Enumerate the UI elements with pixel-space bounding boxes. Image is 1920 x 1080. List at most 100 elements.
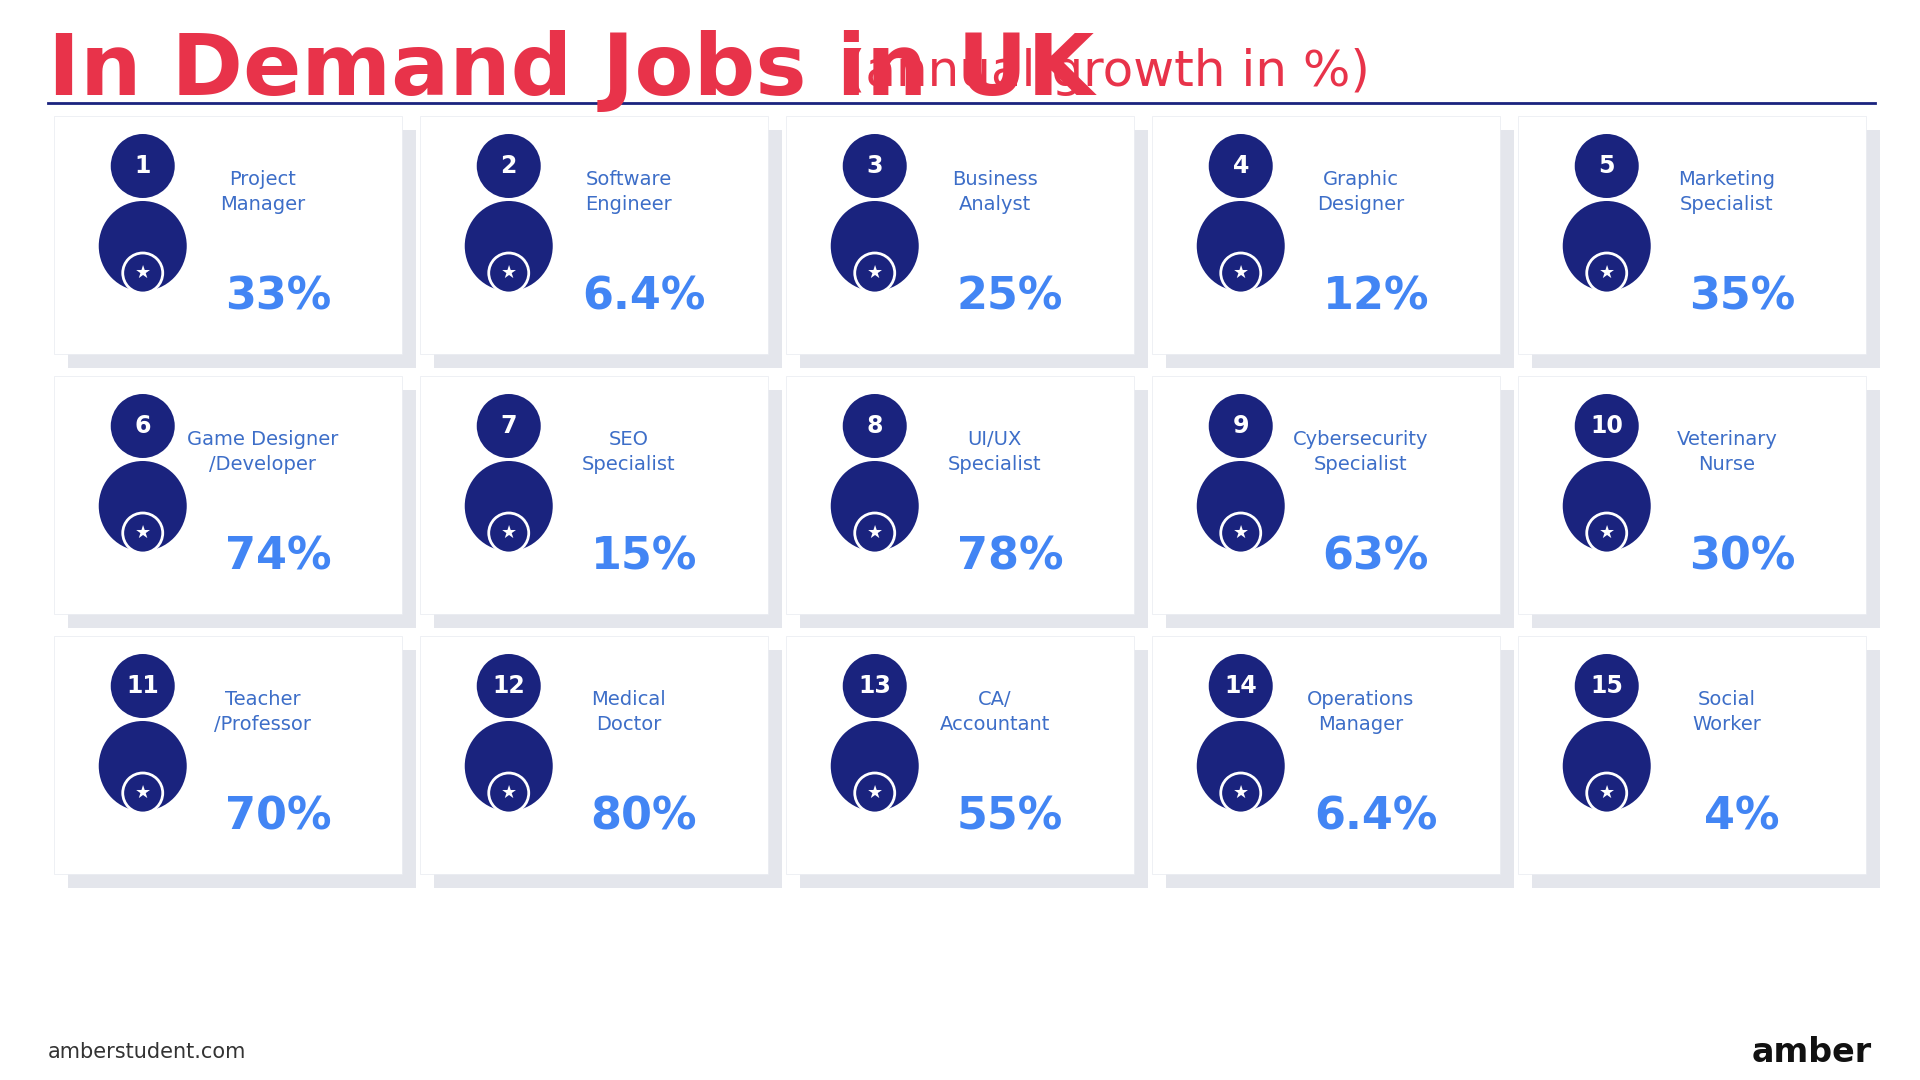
- Circle shape: [843, 394, 906, 458]
- Text: ★: ★: [1599, 784, 1615, 802]
- Text: 2: 2: [501, 154, 516, 178]
- Ellipse shape: [831, 721, 920, 811]
- Ellipse shape: [1563, 721, 1651, 811]
- FancyBboxPatch shape: [1152, 116, 1500, 354]
- Text: ★: ★: [1599, 524, 1615, 542]
- Circle shape: [1586, 773, 1626, 813]
- Circle shape: [490, 773, 528, 813]
- Circle shape: [123, 253, 163, 293]
- Text: 6.4%: 6.4%: [582, 275, 705, 319]
- Text: amber: amber: [1751, 1036, 1872, 1068]
- Text: ★: ★: [501, 264, 516, 282]
- Text: Graphic
Designer: Graphic Designer: [1317, 171, 1404, 214]
- FancyBboxPatch shape: [1152, 376, 1500, 615]
- Text: Social
Worker: Social Worker: [1692, 690, 1761, 734]
- FancyBboxPatch shape: [67, 390, 417, 627]
- Text: Game Designer
/Developer: Game Designer /Developer: [186, 430, 338, 474]
- Circle shape: [854, 773, 895, 813]
- Text: Marketing
Specialist: Marketing Specialist: [1678, 171, 1776, 214]
- FancyBboxPatch shape: [67, 650, 417, 888]
- Circle shape: [1574, 134, 1640, 198]
- Text: Medical
Doctor: Medical Doctor: [591, 690, 666, 734]
- Circle shape: [490, 253, 528, 293]
- Circle shape: [1210, 134, 1273, 198]
- FancyBboxPatch shape: [54, 376, 401, 615]
- Text: 74%: 74%: [225, 536, 330, 579]
- Ellipse shape: [1196, 201, 1284, 291]
- Circle shape: [123, 773, 163, 813]
- Ellipse shape: [1563, 201, 1651, 291]
- Circle shape: [476, 394, 541, 458]
- Circle shape: [1586, 513, 1626, 553]
- Text: 12: 12: [492, 674, 524, 698]
- Text: 15: 15: [1590, 674, 1622, 698]
- Text: 15%: 15%: [591, 536, 697, 579]
- Text: CA/
Accountant: CA/ Accountant: [939, 690, 1050, 734]
- Text: 6.4%: 6.4%: [1313, 795, 1438, 838]
- FancyBboxPatch shape: [1519, 636, 1866, 874]
- Text: Teacher
/Professor: Teacher /Professor: [215, 690, 311, 734]
- Text: 3: 3: [866, 154, 883, 178]
- Text: ★: ★: [134, 524, 152, 542]
- Text: 55%: 55%: [956, 795, 1064, 838]
- Text: ★: ★: [866, 784, 883, 802]
- Ellipse shape: [465, 721, 553, 811]
- FancyBboxPatch shape: [1165, 390, 1515, 627]
- Ellipse shape: [1563, 461, 1651, 551]
- Text: ★: ★: [1233, 784, 1248, 802]
- Text: 12%: 12%: [1323, 275, 1428, 319]
- FancyBboxPatch shape: [434, 650, 781, 888]
- Text: 14: 14: [1225, 674, 1258, 698]
- FancyBboxPatch shape: [1519, 376, 1866, 615]
- FancyBboxPatch shape: [434, 390, 781, 627]
- Text: 4%: 4%: [1705, 795, 1780, 838]
- Text: 70%: 70%: [225, 795, 330, 838]
- Text: ★: ★: [1233, 264, 1248, 282]
- Text: (annual growth in %): (annual growth in %): [847, 48, 1369, 96]
- FancyBboxPatch shape: [1519, 116, 1866, 354]
- Text: 30%: 30%: [1688, 536, 1795, 579]
- FancyBboxPatch shape: [67, 130, 417, 368]
- Text: 80%: 80%: [591, 795, 697, 838]
- Circle shape: [1221, 513, 1261, 553]
- Text: 8: 8: [866, 414, 883, 438]
- FancyBboxPatch shape: [785, 636, 1135, 874]
- Circle shape: [1221, 773, 1261, 813]
- FancyBboxPatch shape: [420, 116, 768, 354]
- Text: ★: ★: [866, 524, 883, 542]
- Text: 6: 6: [134, 414, 152, 438]
- Circle shape: [843, 134, 906, 198]
- Text: Veterinary
Nurse: Veterinary Nurse: [1676, 430, 1778, 474]
- Circle shape: [854, 513, 895, 553]
- FancyBboxPatch shape: [801, 390, 1148, 627]
- FancyBboxPatch shape: [1532, 650, 1880, 888]
- FancyBboxPatch shape: [420, 376, 768, 615]
- Text: amberstudent.com: amberstudent.com: [48, 1042, 246, 1062]
- FancyBboxPatch shape: [785, 116, 1135, 354]
- Circle shape: [111, 134, 175, 198]
- Ellipse shape: [98, 201, 186, 291]
- Text: Business
Analyst: Business Analyst: [952, 171, 1037, 214]
- Circle shape: [1574, 394, 1640, 458]
- FancyBboxPatch shape: [785, 376, 1135, 615]
- Ellipse shape: [1196, 721, 1284, 811]
- Circle shape: [1586, 253, 1626, 293]
- Text: 78%: 78%: [956, 536, 1064, 579]
- Text: 33%: 33%: [225, 275, 330, 319]
- Circle shape: [476, 134, 541, 198]
- FancyBboxPatch shape: [1532, 390, 1880, 627]
- Text: ★: ★: [134, 264, 152, 282]
- Text: SEO
Specialist: SEO Specialist: [582, 430, 676, 474]
- FancyBboxPatch shape: [434, 130, 781, 368]
- Text: 7: 7: [501, 414, 516, 438]
- Text: 10: 10: [1590, 414, 1622, 438]
- Ellipse shape: [831, 201, 920, 291]
- Circle shape: [1210, 654, 1273, 718]
- Ellipse shape: [98, 461, 186, 551]
- Text: ★: ★: [501, 784, 516, 802]
- FancyBboxPatch shape: [54, 636, 401, 874]
- FancyBboxPatch shape: [1532, 130, 1880, 368]
- Circle shape: [490, 513, 528, 553]
- Text: 4: 4: [1233, 154, 1248, 178]
- Text: ★: ★: [1599, 264, 1615, 282]
